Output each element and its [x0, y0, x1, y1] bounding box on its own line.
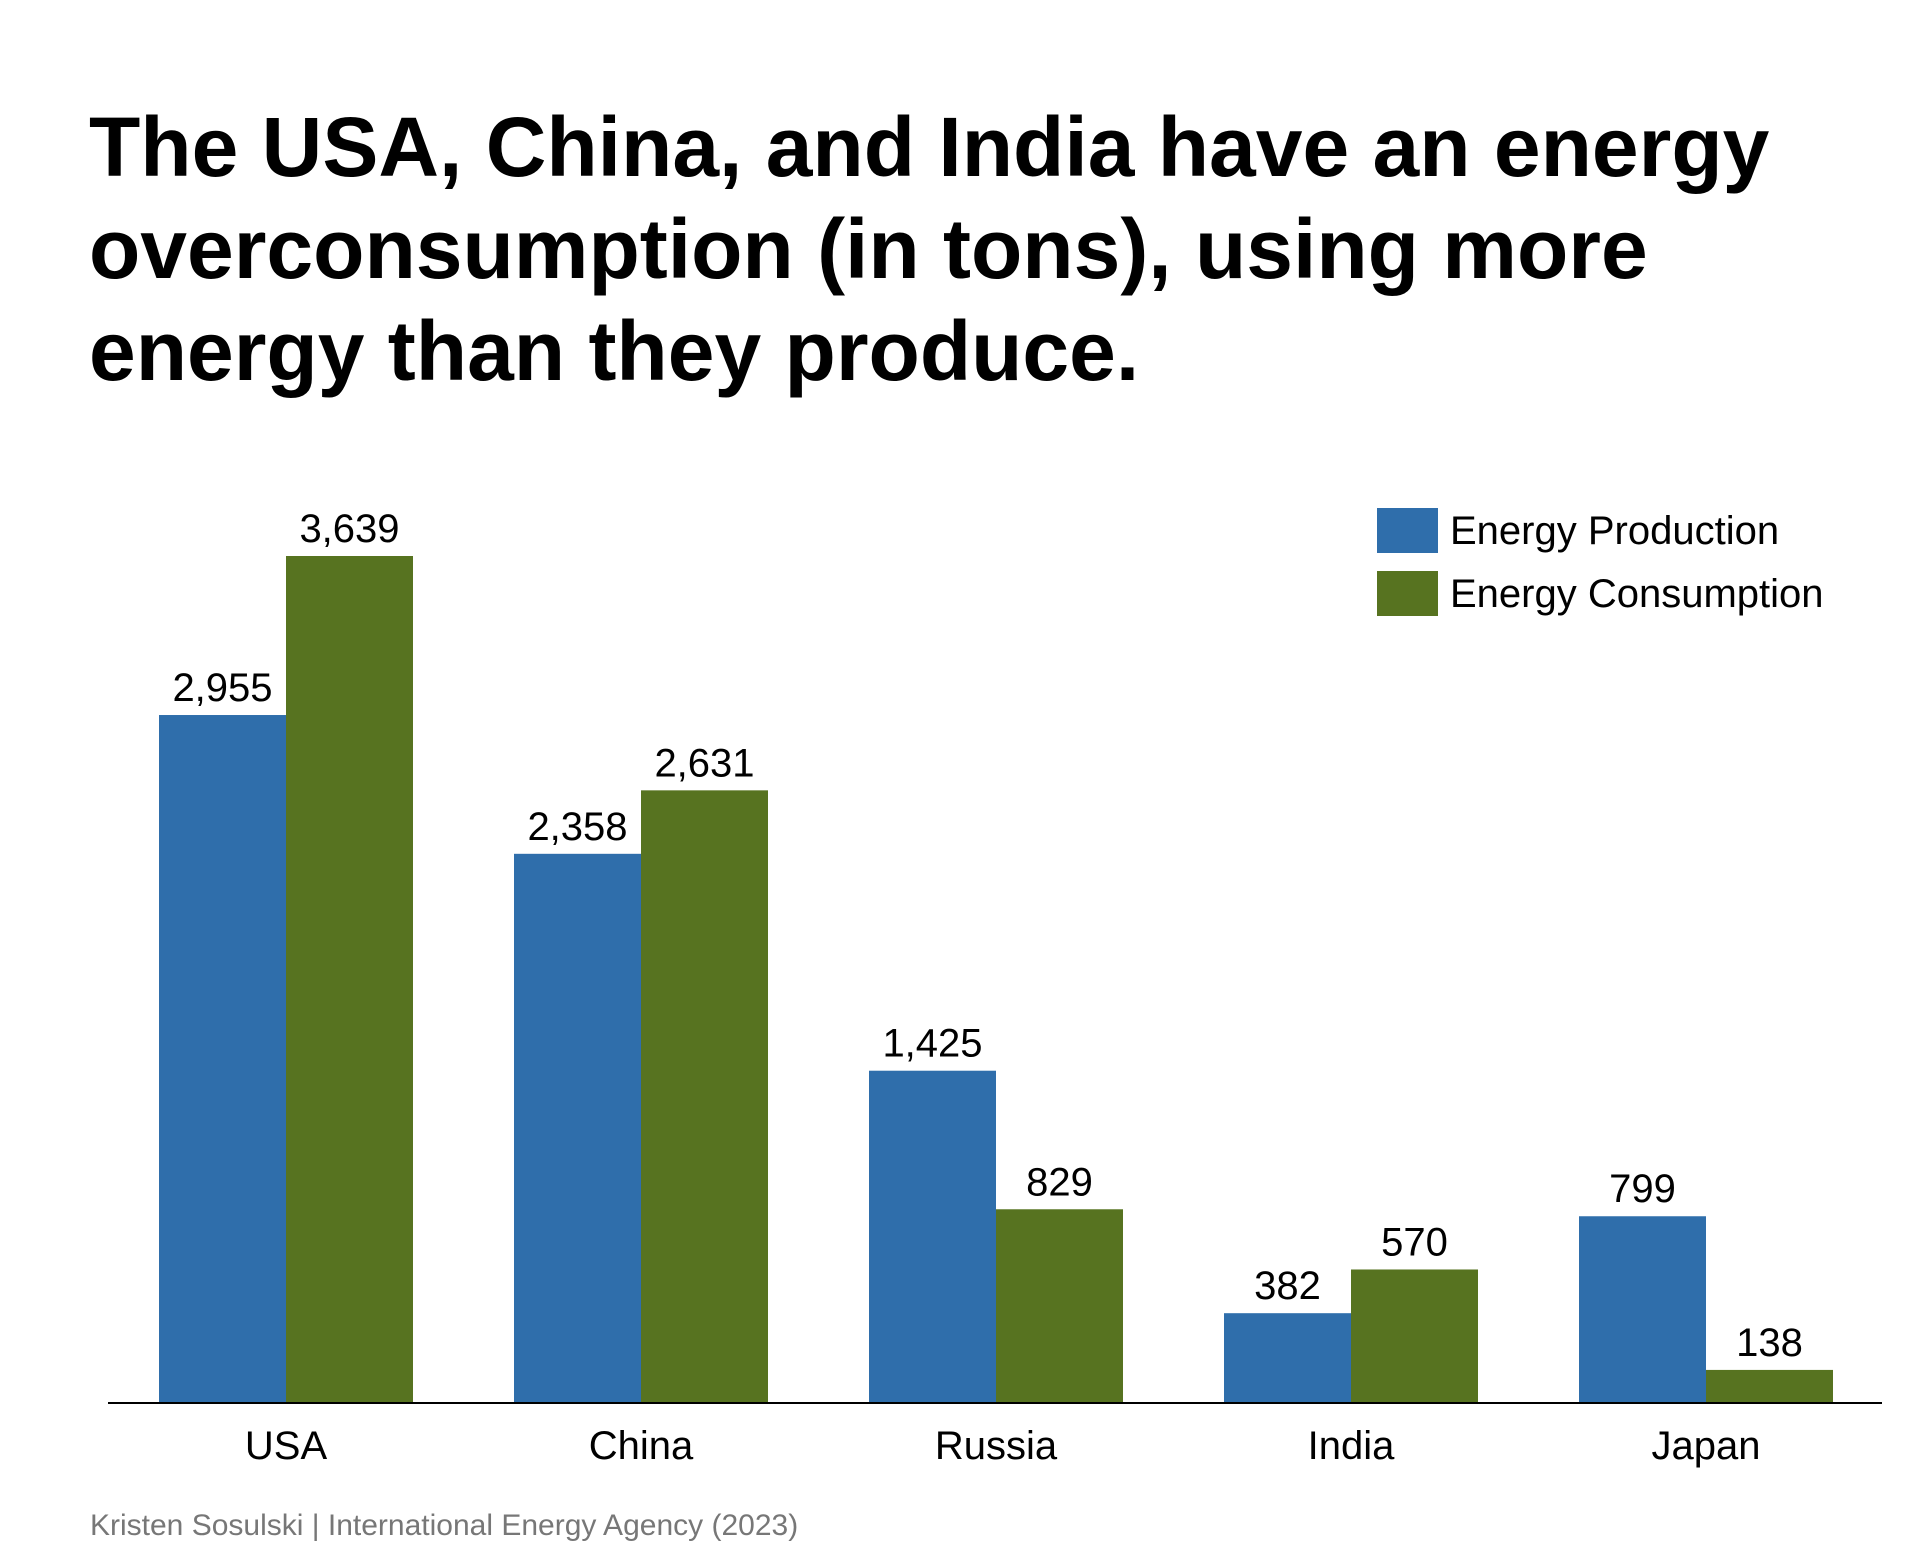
x-tick-label-china: China	[589, 1424, 694, 1468]
bar-japan-energy-production	[1579, 1216, 1706, 1402]
x-tick-label-india: India	[1308, 1424, 1395, 1468]
bar-japan-energy-consumption	[1706, 1369, 1833, 1402]
legend-label-energy-consumption: Energy Consumption	[1450, 572, 1824, 616]
bar-labels-layer: 2,955 3,639 2,358 2,631 1,425 829 382 570 799 138	[172, 507, 1802, 1365]
bar-value-label-china-energy-consumption: 2,631	[654, 741, 754, 785]
bar-value-label-india-energy-production: 382	[1254, 1264, 1321, 1308]
bars-layer	[159, 556, 1833, 1402]
legend-swatch-energy-consumption	[1377, 571, 1438, 616]
bar-value-label-japan-energy-production: 799	[1609, 1167, 1676, 1211]
legend-label-energy-production: Energy Production	[1450, 509, 1779, 553]
x-tick-label-japan: Japan	[1652, 1424, 1761, 1468]
bar-value-label-china-energy-production: 2,358	[527, 805, 627, 849]
bar-value-label-japan-energy-consumption: 138	[1736, 1321, 1803, 1365]
source-note: Kristen Sosulski | International Energy …	[90, 1509, 799, 1542]
bar-india-energy-production	[1224, 1313, 1351, 1402]
bar-value-label-russia-energy-production: 1,425	[882, 1022, 982, 1066]
legend: Energy Production Energy Consumption	[1377, 508, 1824, 616]
bar-india-energy-consumption	[1351, 1269, 1478, 1402]
bar-china-energy-production	[514, 853, 641, 1402]
bar-value-label-russia-energy-consumption: 829	[1026, 1160, 1093, 1204]
x-tick-label-russia: Russia	[935, 1424, 1058, 1468]
chart-title: The USA, China, and India have an energy…	[89, 100, 1770, 398]
bar-value-label-india-energy-consumption: 570	[1381, 1220, 1448, 1264]
x-tick-labels-layer: USA China Russia India Japan	[245, 1424, 1761, 1468]
bar-china-energy-consumption	[641, 790, 768, 1402]
legend-swatch-energy-production	[1377, 508, 1438, 553]
bar-usa-energy-consumption	[286, 556, 413, 1402]
bar-russia-energy-production	[869, 1070, 996, 1402]
bar-value-label-usa-energy-production: 2,955	[172, 666, 272, 710]
bar-value-label-usa-energy-consumption: 3,639	[299, 507, 399, 551]
x-tick-label-usa: USA	[245, 1424, 328, 1468]
bar-usa-energy-production	[159, 715, 286, 1402]
bar-russia-energy-consumption	[996, 1209, 1123, 1402]
